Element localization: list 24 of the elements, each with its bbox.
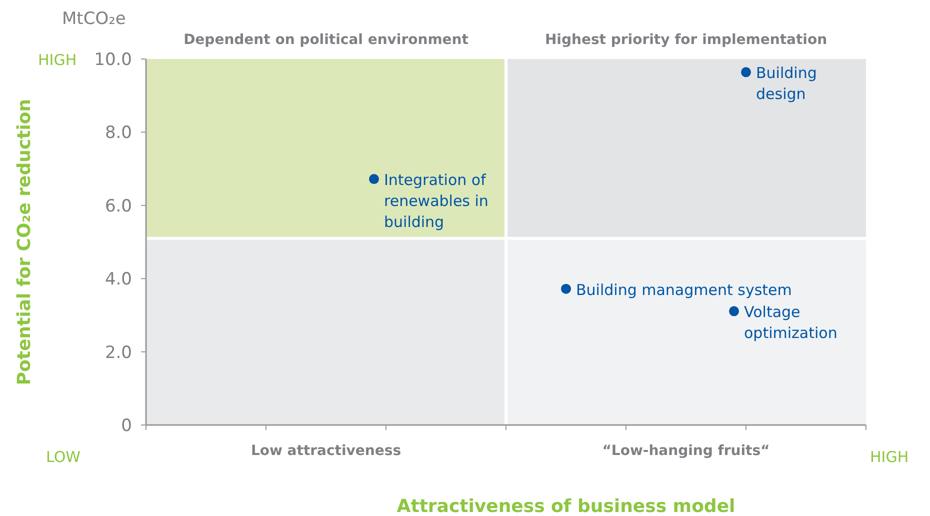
y-axis-title: Potential for CO₂e reduction: [14, 98, 35, 386]
point: [729, 306, 739, 316]
annotation: Integration of renewables in building: [384, 171, 488, 232]
point: [741, 67, 751, 78]
x-axis-title: Attractiveness of business model: [396, 496, 736, 516]
y-tick-label: 10.0: [94, 50, 132, 70]
text: LOW: [46, 448, 81, 466]
annotation: Building managment system: [576, 280, 792, 299]
y-tick-label: 0: [121, 416, 132, 436]
text: “Low-hanging fruits“: [602, 443, 770, 459]
text: Dependent on political environment: [184, 32, 469, 48]
point: [561, 284, 571, 294]
annotation: Voltage optimization: [744, 303, 838, 342]
y-tick-label: 8.0: [104, 123, 132, 144]
y-tick-label: 2.0: [104, 342, 132, 363]
text: HIGH: [38, 51, 77, 69]
annotation: Building design: [756, 64, 817, 104]
text: MtCO₂e: [62, 9, 126, 29]
y-tick-label: 6.0: [104, 196, 132, 216]
text: Highest priority for implementation: [544, 32, 828, 48]
text: HIGH: [870, 448, 909, 466]
y-tick-label: 4.0: [104, 270, 132, 290]
text: Low attractiveness: [250, 443, 402, 459]
point: [369, 174, 379, 184]
